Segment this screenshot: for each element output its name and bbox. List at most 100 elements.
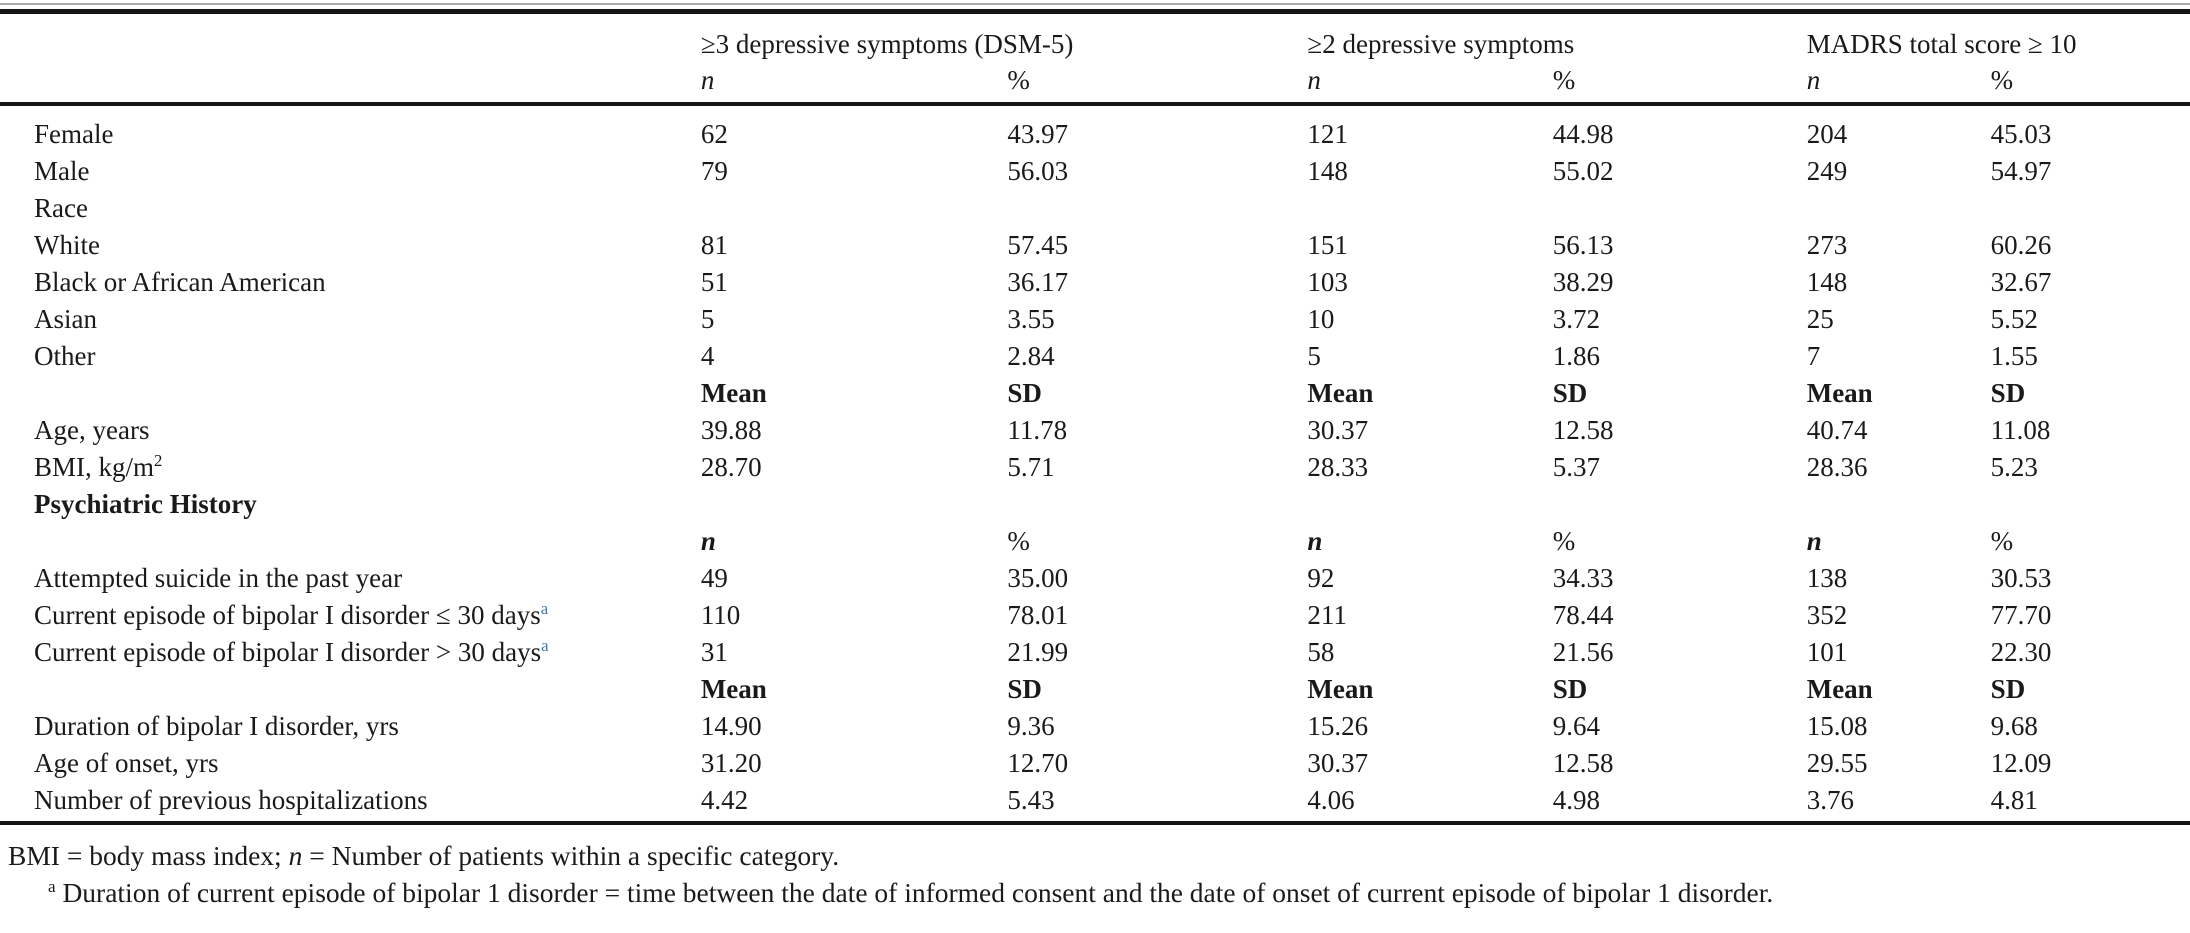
table-cell: SD — [1990, 674, 2026, 704]
table-cell: 5.37 — [1552, 452, 1600, 482]
table-cell: 58 — [1307, 637, 1335, 667]
table-cell: 4.98 — [1552, 785, 1600, 815]
row-label — [0, 523, 701, 560]
table-row: Mean SD Mean SD Mean SD — [0, 671, 2190, 708]
table-cell — [1807, 190, 1991, 227]
table-cell: 12.09 — [1990, 748, 2052, 778]
table-cell: 77.70 — [1990, 600, 2052, 630]
table-row: Current episode of bipolar I disorder > … — [0, 634, 2190, 671]
empty-header-cell — [0, 14, 701, 60]
table-cell — [701, 486, 1008, 523]
table-cell: 62 — [700, 119, 728, 149]
table-cell: 21.56 — [1552, 637, 1614, 667]
table-row: Female 62 43.97 121 44.98 204 45.03 — [0, 104, 2190, 153]
subheader-row: n % n % n % — [0, 60, 2190, 106]
table-cell: 138 — [1806, 563, 1848, 593]
table-cell: 9.36 — [1007, 711, 1055, 741]
group-header-madrs: MADRS total score ≥ 10 — [1806, 29, 2077, 59]
table-cell: 78.44 — [1552, 600, 1614, 630]
unit-superscript: 2 — [154, 451, 163, 470]
row-label: White — [34, 230, 100, 260]
table-cell: 148 — [1307, 156, 1348, 186]
subheader-pct: % — [1007, 60, 1308, 106]
table-cell: 21.99 — [1007, 637, 1069, 667]
table-cell: 56.03 — [1007, 156, 1069, 186]
table-cell: Mean — [700, 378, 767, 408]
table-row: BMI, kg/m2 28.70 5.71 28.33 5.37 28.36 5.23 — [0, 449, 2190, 486]
table-cell: SD — [1007, 674, 1042, 704]
table-cell: 121 — [1307, 119, 1348, 149]
table-row: Psychiatric History — [0, 486, 2190, 523]
table-cell: n — [1806, 526, 1822, 556]
table-cell: 54.97 — [1990, 156, 2052, 186]
footer-text-segment: n — [288, 840, 303, 871]
table-cell: 57.45 — [1007, 230, 1069, 260]
table-cell: 35.00 — [1007, 563, 1069, 593]
row-label: BMI, kg/m2 — [34, 451, 163, 482]
footer-text-segment: BMI = body mass index; — [8, 840, 289, 871]
table-row: Male 79 56.03 148 55.02 249 54.97 — [0, 153, 2190, 190]
table-cell: 11.78 — [1007, 415, 1068, 445]
table-cell: 29.55 — [1806, 748, 1868, 778]
table-row: Current episode of bipolar I disorder ≤ … — [0, 597, 2190, 634]
table-cell: 110 — [700, 600, 741, 630]
table-cell: 25 — [1806, 304, 1834, 334]
table-body: Female 62 43.97 121 44.98 204 45.03 Male 79 56.03… — [0, 104, 2190, 819]
table-cell: 32.67 — [1990, 267, 2052, 297]
table-cell — [1553, 190, 1807, 227]
group-header-row: ≥3 depressive symptoms (DSM-5) ≥2 depres… — [0, 14, 2190, 60]
table-cell: 34.33 — [1552, 563, 1614, 593]
table-row: White 81 57.45 151 56.13 273 60.26 — [0, 227, 2190, 264]
row-label: Male — [34, 156, 90, 186]
table-top-hairline — [0, 3, 2190, 5]
table-cell: 2.84 — [1007, 341, 1055, 371]
row-label: Psychiatric History — [34, 489, 257, 519]
abbreviation-note: BMI = body mass index; n = Number of pat… — [8, 837, 2190, 874]
table-cell: 10 — [1307, 304, 1335, 334]
table-cell: Mean — [1806, 378, 1873, 408]
table-cell — [1807, 486, 1991, 523]
table-cell: 15.26 — [1307, 711, 1369, 741]
table-cell: 249 — [1806, 156, 1848, 186]
table-cell — [1991, 190, 2190, 227]
table-cell: 204 — [1806, 119, 1848, 149]
subheader-pct: % — [1552, 60, 1807, 106]
table-cell: 4.81 — [1990, 785, 2038, 815]
table-cell: SD — [1552, 378, 1588, 408]
table-row: Mean SD Mean SD Mean SD — [0, 375, 2190, 412]
table-cell: 28.33 — [1307, 452, 1369, 482]
table-cell: 40.74 — [1806, 415, 1868, 445]
table-cell — [701, 190, 1008, 227]
table-cell: 5.43 — [1007, 785, 1055, 815]
table-cell: Mean — [1307, 674, 1374, 704]
table-top-rule — [0, 9, 2190, 14]
table-cell: 30.37 — [1307, 748, 1369, 778]
footer-text-segment: = Number of patients within a specific c… — [302, 840, 840, 871]
table-cell: 31.20 — [700, 748, 762, 778]
table-cell: 30.53 — [1990, 563, 2052, 593]
row-label: Duration of bipolar I disorder, yrs — [34, 711, 399, 741]
table-cell: 151 — [1307, 230, 1348, 260]
table-cell: 211 — [1307, 600, 1347, 630]
table-cell: 92 — [1307, 563, 1335, 593]
table-cell: 9.68 — [1990, 711, 2038, 741]
row-label: Female — [34, 119, 114, 149]
table-cell: n — [700, 526, 716, 556]
table-cell: SD — [1990, 378, 2026, 408]
table-cell: 5.23 — [1990, 452, 2038, 482]
table-cell: 56.13 — [1552, 230, 1614, 260]
table-row: Black or African American 51 36.17 103 38.29… — [0, 264, 2190, 301]
table-cell: SD — [1552, 674, 1588, 704]
table-cell: 352 — [1806, 600, 1848, 630]
table-cell: 12.58 — [1552, 415, 1614, 445]
row-label — [0, 671, 701, 708]
table-cell: 4.06 — [1307, 785, 1355, 815]
table-cell: Mean — [1307, 378, 1374, 408]
table-cell: 15.08 — [1806, 711, 1868, 741]
table-header: ≥3 depressive symptoms (DSM-5) ≥2 depres… — [0, 14, 2190, 106]
table-bottom-rule — [0, 821, 2190, 825]
table-footer: BMI = body mass index; n = Number of pat… — [0, 837, 2190, 911]
table-cell: 5 — [700, 304, 715, 334]
table-cell: 36.17 — [1007, 267, 1069, 297]
